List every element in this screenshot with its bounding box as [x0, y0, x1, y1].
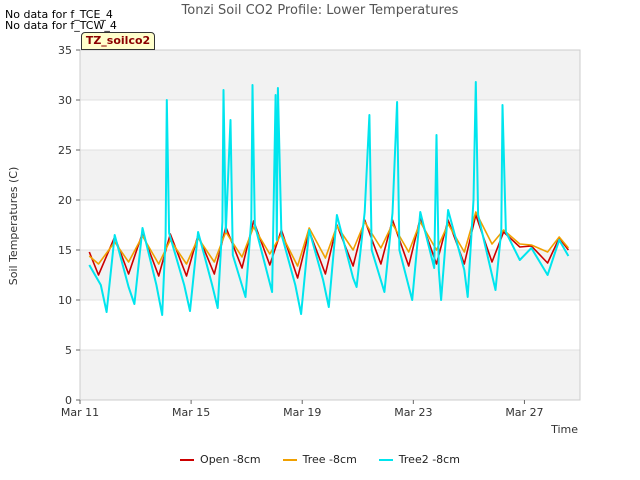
y-tick-label: 5 — [65, 344, 72, 357]
x-tick-label: Mar 15 — [172, 406, 210, 419]
site-badge[interactable]: TZ_soilco2 — [81, 32, 155, 50]
legend-item-tree[interactable]: Tree -8cm — [282, 453, 357, 466]
y-tick-label: 35 — [58, 44, 72, 57]
chart-title: Tonzi Soil CO2 Profile: Lower Temperatur… — [181, 3, 459, 18]
legend-label-open: Open -8cm — [200, 453, 261, 466]
grid-bands — [79, 49, 581, 401]
x-tick-label: Mar 27 — [505, 406, 543, 419]
y-tick-label: 25 — [58, 144, 72, 157]
grid-band — [80, 300, 580, 350]
y-axis: 0 5 10 15 20 25 30 35 — [58, 44, 80, 407]
no-data-note-2: No data for f_TCW_4 — [5, 19, 117, 32]
y-tick-label: 10 — [58, 294, 72, 307]
x-axis: Mar 11 Mar 15 Mar 19 Mar 23 Mar 27 — [61, 400, 544, 419]
x-tick-label: Mar 11 — [61, 406, 99, 419]
y-tick-label: 30 — [58, 94, 72, 107]
grid-band — [80, 100, 580, 150]
legend-item-open[interactable]: Open -8cm — [180, 453, 261, 466]
x-tick-label: Mar 19 — [283, 406, 321, 419]
legend-swatch-open — [180, 458, 195, 461]
plot-area — [88, 81, 570, 316]
no-data-note-1: No data for f_TCE_4 — [5, 8, 113, 21]
y-tick-label: 20 — [58, 194, 72, 207]
legend: Open -8cm Tree -8cm Tree2 -8cm — [0, 453, 640, 466]
series-line-open — [88, 214, 570, 279]
legend-label-tree: Tree -8cm — [302, 453, 357, 466]
grid-band — [80, 50, 580, 100]
legend-swatch-tree2 — [378, 458, 393, 461]
grid-band — [80, 350, 580, 400]
grid-band — [80, 150, 580, 200]
legend-swatch-tree — [282, 458, 297, 461]
legend-item-tree2[interactable]: Tree2 -8cm — [378, 453, 460, 466]
x-tick-label: Mar 23 — [394, 406, 432, 419]
x-axis-label: Time — [550, 423, 578, 436]
y-tick-label: 0 — [65, 394, 72, 407]
y-tick-label: 15 — [58, 244, 72, 257]
plot-frame — [79, 49, 581, 401]
y-axis-label: Soil Temperatures (C) — [7, 167, 20, 286]
legend-label-tree2: Tree2 -8cm — [398, 453, 460, 466]
grid-band — [80, 200, 580, 250]
series-line-tree2 — [88, 81, 570, 316]
series-line-tree — [88, 211, 570, 267]
